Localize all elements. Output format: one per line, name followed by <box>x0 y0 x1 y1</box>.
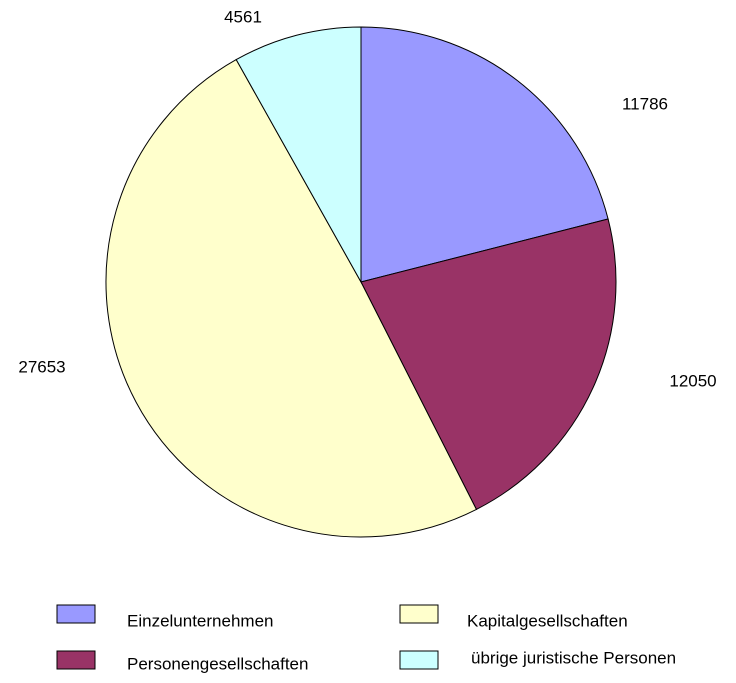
data-label: 12050 <box>669 371 716 390</box>
legend-label: übrige juristische Personen <box>471 648 676 667</box>
data-label: 4561 <box>224 7 262 26</box>
legend-label: Kapitalgesellschaften <box>467 611 628 630</box>
legend-swatch <box>399 604 439 624</box>
data-label: 11786 <box>622 94 668 113</box>
data-label: 27653 <box>18 357 65 376</box>
legend-swatch <box>56 650 96 670</box>
legend-swatch <box>56 604 96 624</box>
legend-label: Personengesellschaften <box>127 654 308 673</box>
pie-slice <box>360 26 609 283</box>
legend-swatch <box>399 650 439 670</box>
pie-slice <box>105 58 478 538</box>
pie-slice <box>235 26 362 284</box>
legend-label: Einzelunternehmen <box>127 611 273 630</box>
pie-slice <box>360 218 617 511</box>
